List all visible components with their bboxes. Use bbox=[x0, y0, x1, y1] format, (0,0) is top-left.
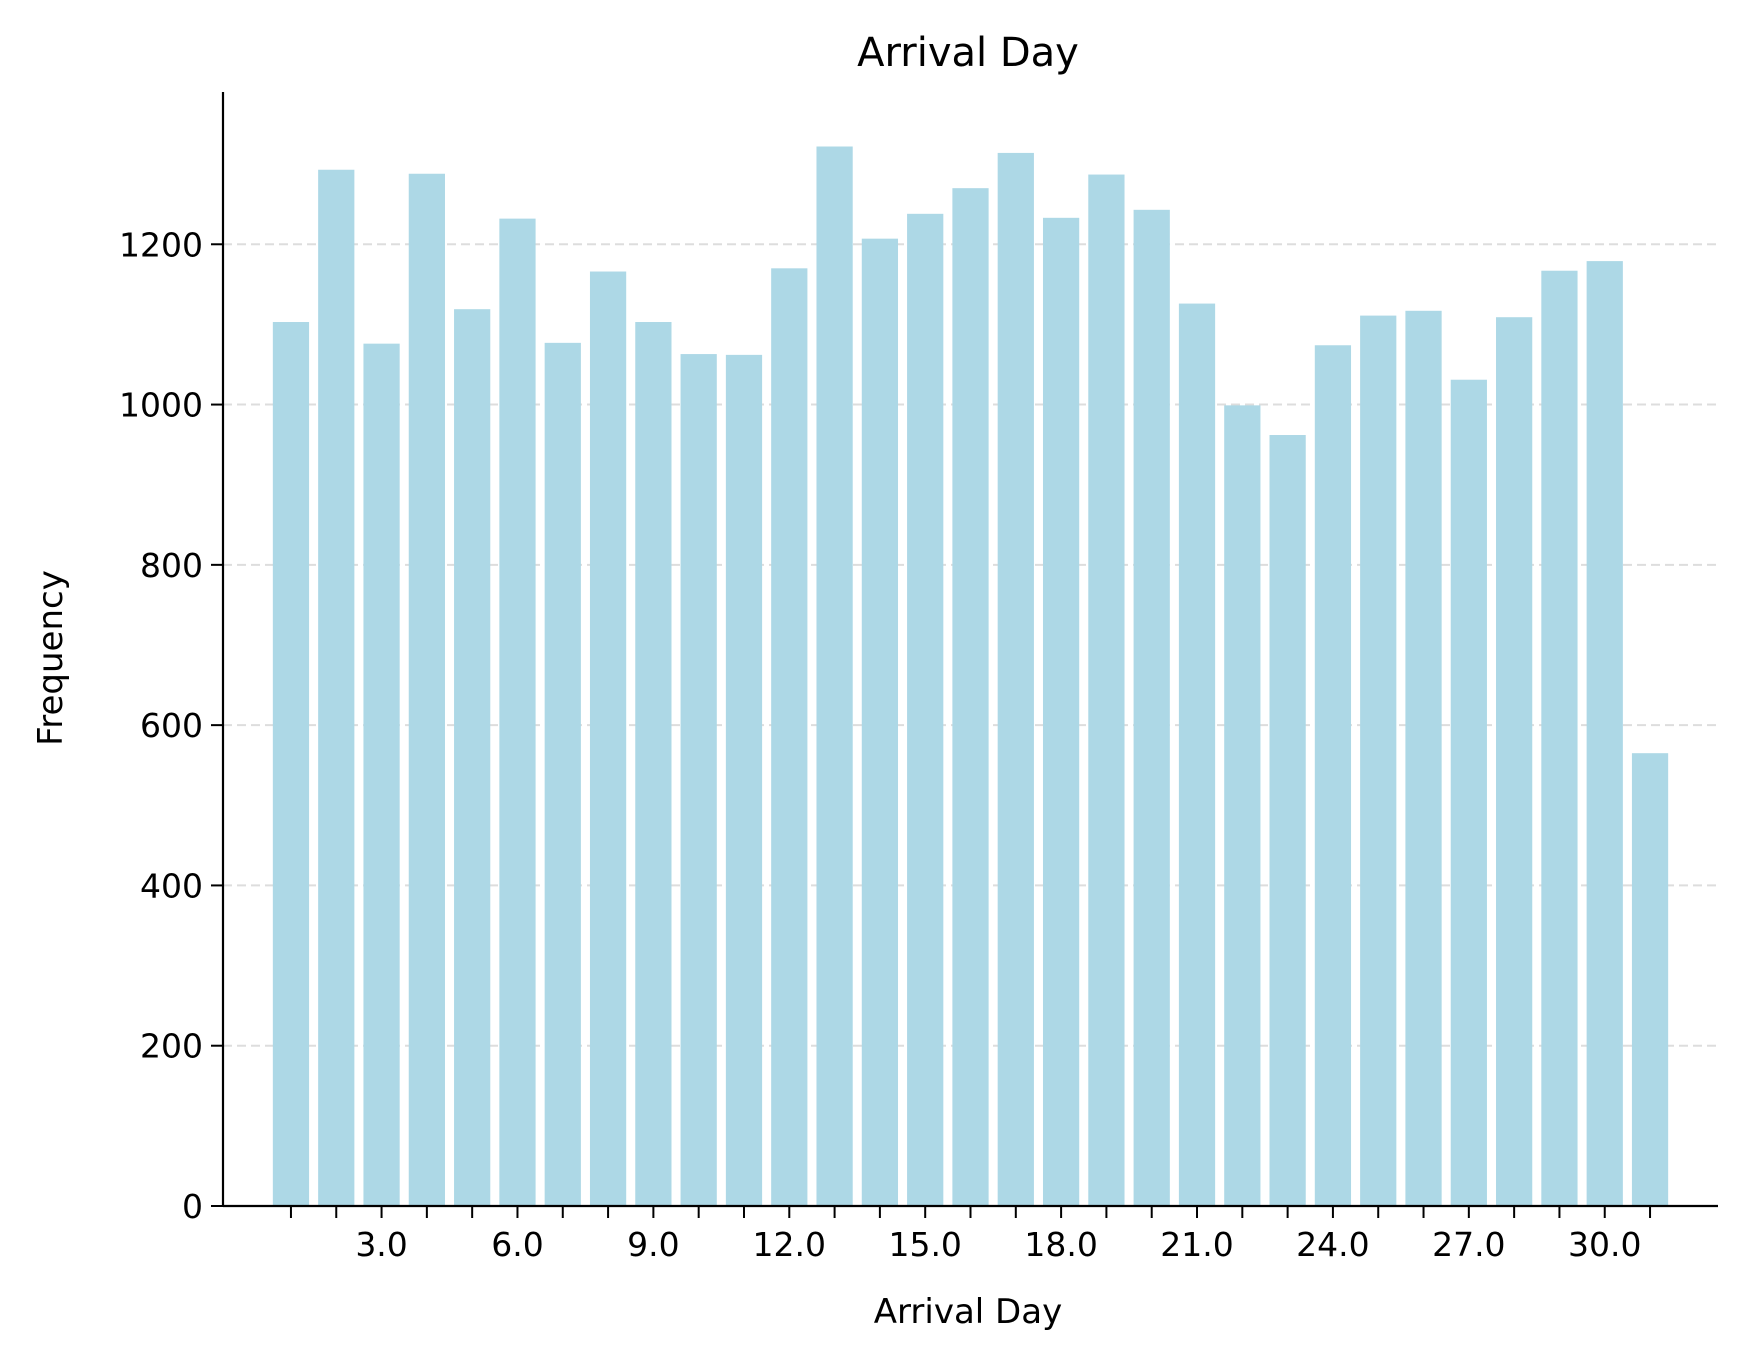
bar bbox=[1314, 345, 1352, 1207]
x-tick-label: 24.0 bbox=[1296, 1225, 1369, 1264]
y-axis-label: Frequency bbox=[31, 570, 71, 746]
bar bbox=[544, 342, 581, 1207]
x-tick-label: 21.0 bbox=[1160, 1225, 1233, 1264]
bar bbox=[952, 188, 989, 1206]
bar bbox=[1450, 379, 1487, 1206]
bar bbox=[1178, 303, 1216, 1207]
bar bbox=[272, 322, 310, 1206]
bar bbox=[1405, 310, 1442, 1206]
bar bbox=[1088, 174, 1125, 1206]
x-tick-label: 15.0 bbox=[888, 1225, 961, 1264]
bar bbox=[816, 146, 853, 1207]
bar bbox=[907, 213, 944, 1206]
bar bbox=[725, 354, 763, 1206]
y-tick-label: 0 bbox=[182, 1187, 203, 1226]
bar bbox=[1541, 270, 1578, 1207]
bar bbox=[1496, 317, 1533, 1206]
y-tick-label: 1200 bbox=[119, 225, 203, 264]
x-tick-label: 3.0 bbox=[355, 1225, 407, 1264]
chart-title: Arrival Day bbox=[857, 30, 1079, 76]
bar bbox=[635, 322, 672, 1206]
bars-layer bbox=[272, 146, 1669, 1207]
bar bbox=[1269, 435, 1306, 1206]
bar bbox=[771, 268, 808, 1207]
bar bbox=[861, 238, 899, 1206]
bar bbox=[499, 218, 536, 1207]
x-tick-label: 30.0 bbox=[1568, 1225, 1641, 1264]
y-tick-label: 1000 bbox=[119, 386, 203, 425]
bar bbox=[363, 343, 400, 1206]
x-tick-label: 12.0 bbox=[753, 1225, 826, 1264]
bar bbox=[589, 271, 627, 1206]
bar bbox=[997, 152, 1034, 1207]
x-tick-label: 6.0 bbox=[491, 1225, 543, 1264]
y-tick-label: 200 bbox=[140, 1027, 203, 1066]
y-tick-label: 800 bbox=[140, 546, 203, 585]
bar bbox=[1360, 315, 1397, 1206]
x-tick-label: 9.0 bbox=[627, 1225, 679, 1264]
x-axis-label: Arrival Day bbox=[874, 1292, 1062, 1332]
bar bbox=[454, 309, 491, 1206]
bar bbox=[680, 354, 717, 1206]
bar bbox=[1133, 209, 1170, 1206]
bar bbox=[1631, 753, 1669, 1206]
bar bbox=[1042, 217, 1080, 1206]
bar bbox=[1586, 261, 1623, 1206]
y-tick-label: 400 bbox=[140, 866, 203, 905]
x-tick-label: 18.0 bbox=[1024, 1225, 1097, 1264]
x-tick-label: 27.0 bbox=[1432, 1225, 1505, 1264]
bar bbox=[318, 169, 355, 1207]
ticks-layer: 0 200 400 600 800 1000 1200 3.0 6.0 9.0 12.0 15.0 18… bbox=[119, 225, 1652, 1264]
bar bbox=[1224, 405, 1261, 1207]
bar bbox=[408, 173, 445, 1206]
y-tick-label: 600 bbox=[140, 706, 203, 745]
